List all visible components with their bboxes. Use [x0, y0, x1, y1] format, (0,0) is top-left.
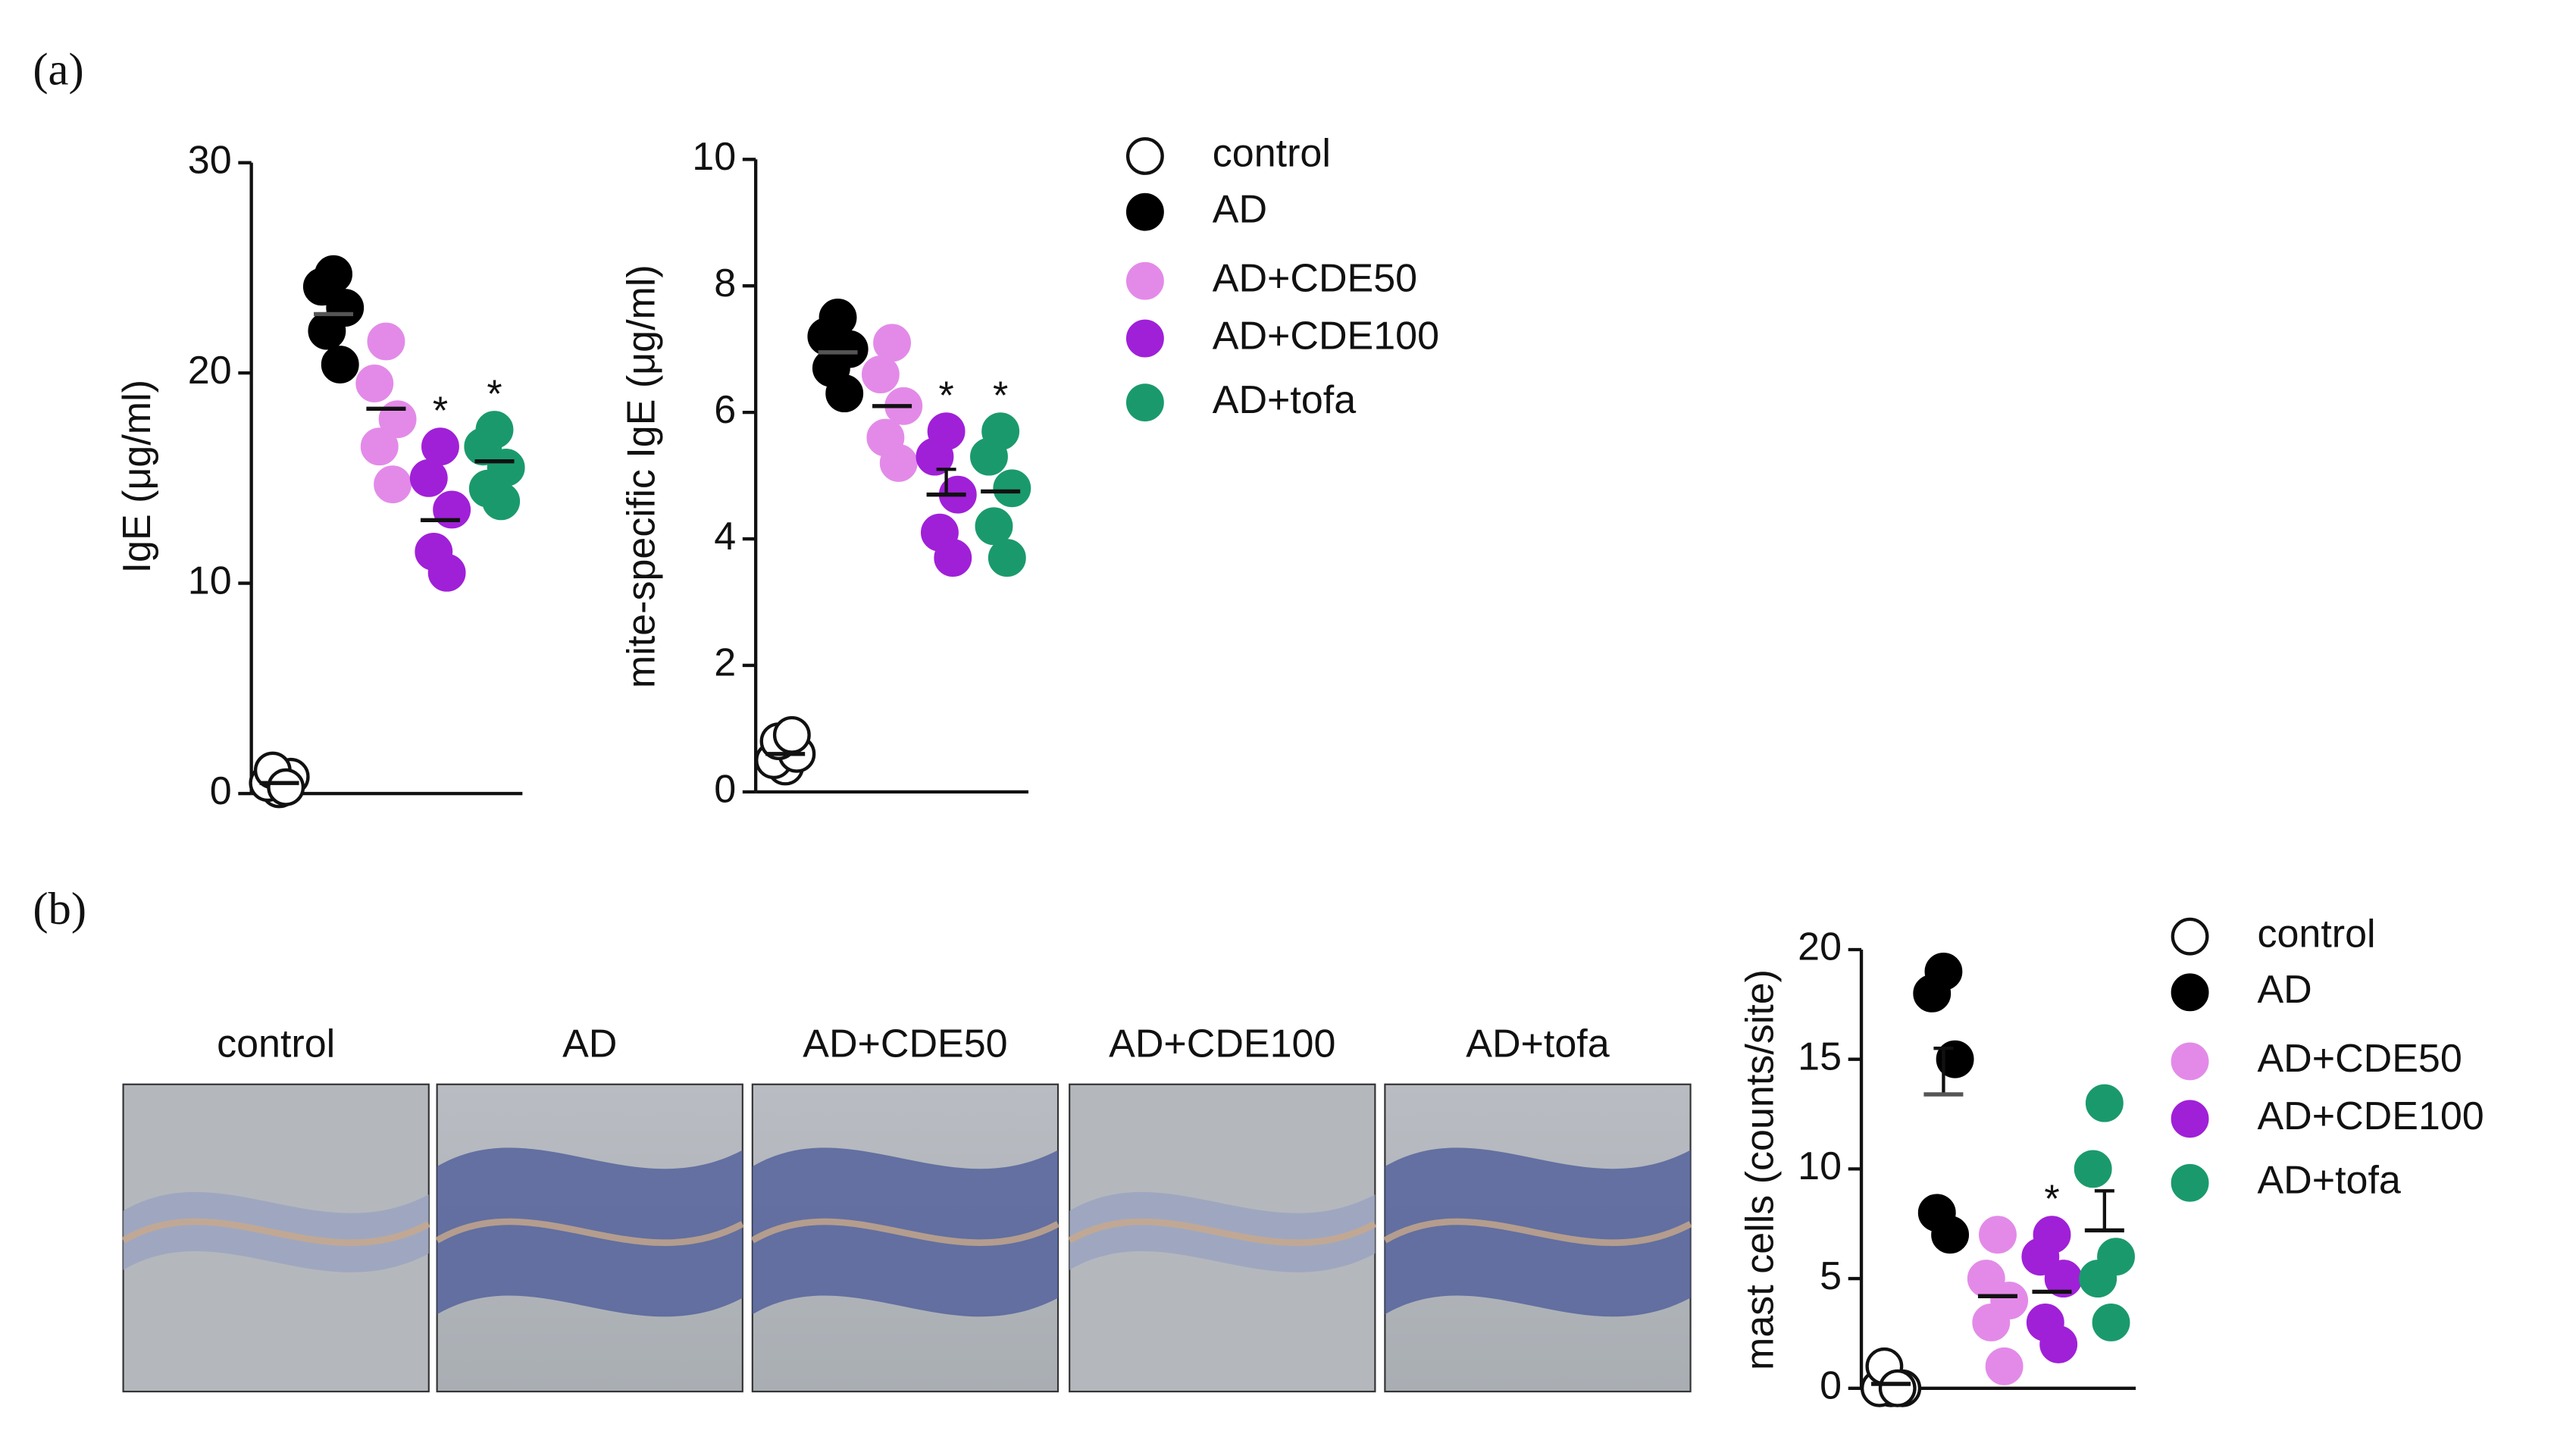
y-tick-label: 5	[1820, 1254, 1842, 1298]
y-tick-label: 0	[210, 769, 232, 813]
data-point	[482, 482, 521, 521]
data-point	[970, 437, 1008, 476]
data-point	[1985, 1347, 2024, 1385]
data-point	[360, 427, 399, 466]
legend-marker	[1125, 319, 1164, 358]
legend-marker	[2171, 973, 2209, 1012]
data-point	[934, 539, 972, 578]
micrograph-label: AD	[562, 1022, 617, 1066]
y-tick-label: 0	[714, 768, 736, 812]
legend-label: control	[2257, 912, 2375, 956]
data-point	[825, 374, 864, 413]
data-point	[464, 427, 502, 466]
legend-marker	[1125, 383, 1164, 422]
data-point	[2092, 1304, 2130, 1341]
y-tick-label: 4	[714, 515, 736, 559]
data-point	[302, 268, 341, 306]
y-tick-label: 10	[188, 559, 232, 603]
legend-marker	[1125, 193, 1164, 231]
legend-label: AD	[1213, 187, 1267, 231]
micrograph-label: AD+CDE100	[1109, 1022, 1335, 1066]
panel-label: (b)	[33, 884, 86, 934]
data-point	[355, 365, 394, 402]
data-point	[427, 553, 466, 592]
y-tick-label: 8	[714, 261, 736, 305]
data-point	[772, 715, 811, 754]
y-axis-label: IgE (μg/ml)	[115, 380, 159, 573]
significance: *	[433, 390, 448, 434]
y-tick-label: 10	[1798, 1144, 1842, 1188]
data-point	[374, 465, 412, 504]
tissue-core	[1068, 1218, 1377, 1246]
data-point	[1878, 1369, 1917, 1407]
y-tick-label: 20	[1798, 925, 1842, 969]
micrograph-label: control	[217, 1022, 335, 1066]
significance: *	[487, 372, 502, 416]
y-tick-label: 20	[188, 349, 232, 393]
y-axis-label: mast cells (counts/site)	[1739, 969, 1783, 1370]
micrograph-label: AD+CDE50	[803, 1022, 1007, 1066]
data-point	[267, 768, 305, 806]
data-point	[2085, 1084, 2124, 1122]
data-point	[1972, 1304, 2011, 1341]
data-point	[367, 322, 405, 361]
legend-marker	[2171, 1163, 2209, 1202]
data-point	[916, 437, 954, 476]
data-point	[993, 469, 1031, 508]
legend-marker	[1125, 261, 1164, 300]
y-tick-label: 15	[1798, 1035, 1842, 1078]
data-point	[2079, 1260, 2117, 1298]
data-point	[321, 346, 359, 383]
y-tick-label: 2	[714, 641, 736, 685]
data-point	[308, 311, 346, 350]
y-tick-label: 6	[714, 388, 736, 432]
significance: *	[938, 374, 953, 418]
legend-marker	[1125, 137, 1164, 175]
legend-label: control	[1213, 132, 1331, 176]
data-point	[1931, 1216, 1970, 1254]
panel-label: (a)	[33, 45, 83, 95]
data-point	[409, 459, 448, 497]
data-point	[1979, 1216, 2017, 1254]
data-point	[2039, 1325, 2078, 1363]
legend-label: AD+CDE50	[1213, 256, 1417, 300]
data-point	[1936, 1040, 1974, 1078]
y-tick-label: 0	[1820, 1364, 1842, 1408]
significance: *	[993, 374, 1008, 418]
tissue-core	[750, 1218, 1060, 1246]
tissue-core	[435, 1218, 744, 1246]
data-point	[873, 324, 912, 362]
micrograph-label: AD+tofa	[1466, 1022, 1609, 1066]
legend-marker	[2171, 1042, 2209, 1081]
data-point	[2021, 1238, 2060, 1276]
legend-label: AD	[2257, 968, 2312, 1012]
legend-label: AD+CDE100	[2257, 1094, 2484, 1138]
legend-marker	[2171, 917, 2209, 956]
y-tick-label: 30	[188, 138, 232, 182]
data-point	[879, 443, 918, 482]
significance: *	[2044, 1178, 2059, 1222]
y-axis-label: mite-specific IgE (μg/ml)	[619, 264, 663, 688]
legend-marker	[2171, 1100, 2209, 1138]
micrographs: control AD AD+CDE50 AD+CDE100 AD+tofa	[121, 1022, 1692, 1393]
data-point	[861, 355, 900, 393]
tissue-core	[1383, 1218, 1692, 1246]
data-point	[1913, 974, 1952, 1013]
legend-label: AD+tofa	[1213, 378, 1356, 422]
tissue-core	[121, 1218, 430, 1246]
data-point	[2074, 1150, 2112, 1188]
legend-label: AD+CDE50	[2257, 1037, 2462, 1081]
y-tick-label: 10	[692, 135, 736, 179]
data-point	[975, 507, 1013, 546]
legend-label: AD+CDE100	[1213, 314, 1439, 358]
data-point	[421, 427, 459, 466]
data-point	[988, 539, 1026, 578]
legend-label: AD+tofa	[2257, 1159, 2400, 1203]
